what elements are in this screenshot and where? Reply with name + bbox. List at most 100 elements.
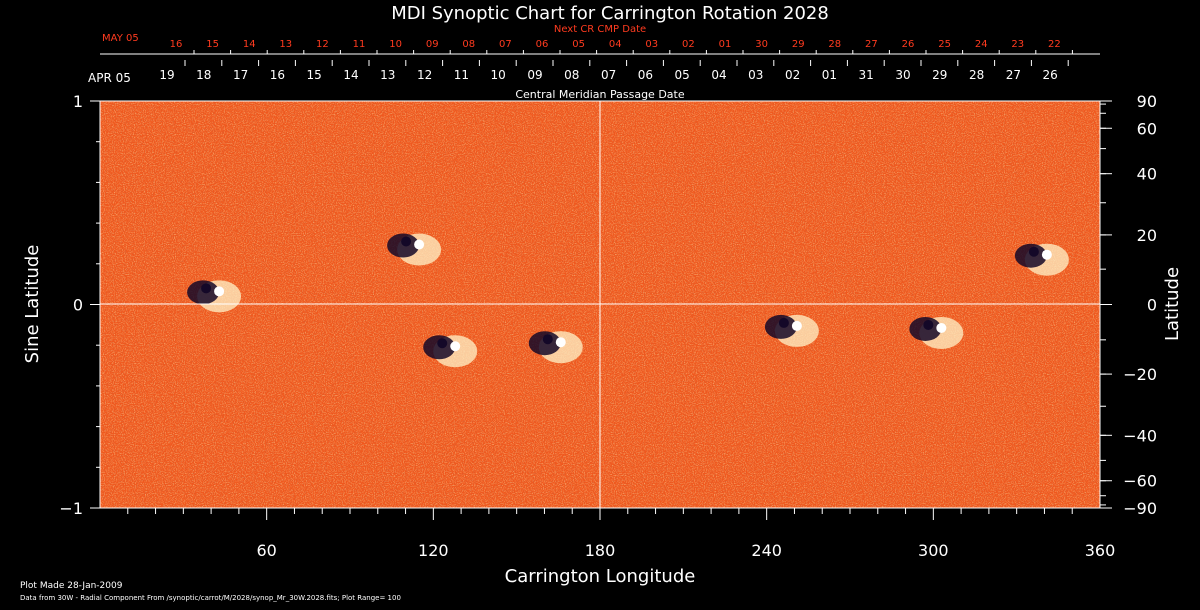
next-cr-date-label: 30	[755, 39, 768, 50]
x-tick-label: 300	[918, 541, 949, 560]
next-cr-date-label: 10	[389, 39, 402, 50]
cmp-date-label: 14	[343, 68, 358, 82]
x-tick-label: 120	[418, 541, 449, 560]
y-axis-right-label: Latitude	[1162, 267, 1183, 341]
cmp-date-label: 31	[859, 68, 874, 82]
cmp-date-label: 02	[785, 68, 800, 82]
cmp-date-label: 28	[969, 68, 984, 82]
cmp-axis-label: Central Meridian Passage Date	[515, 88, 684, 101]
active-region	[764, 314, 819, 347]
next-cr-date-label: 26	[902, 39, 915, 50]
plot-made-text: Plot Made 28-Jan-2009	[20, 581, 123, 591]
cmp-date-label: 13	[380, 68, 395, 82]
cmp-date-label: 11	[454, 68, 469, 82]
y-right-tick-label: −20	[1123, 365, 1157, 384]
next-cr-date-label: 24	[975, 39, 988, 50]
y-right-tick-label: −90	[1123, 499, 1157, 518]
positive-core	[555, 337, 566, 348]
chart-title: MDI Synoptic Chart for Carrington Rotati…	[391, 3, 829, 24]
next-cr-date-label: 14	[243, 39, 256, 50]
next-cr-date-label: 27	[865, 39, 878, 50]
next-cr-date-label: 11	[353, 39, 366, 50]
next-cr-date-label: 23	[1011, 39, 1024, 50]
next-cr-date-label: 28	[828, 39, 841, 50]
cmp-date-label: 30	[895, 68, 910, 82]
cmp-date-label: 07	[601, 68, 616, 82]
cmp-first-label: APR 05	[88, 71, 131, 85]
negative-polarity-patch	[387, 233, 420, 258]
next-cr-date-label: 13	[279, 39, 292, 50]
cmp-date-label: 09	[527, 68, 542, 82]
cmp-date-label: 27	[1006, 68, 1021, 82]
y-right-tick-label: 90	[1137, 92, 1157, 111]
x-tick-label: 60	[256, 541, 276, 560]
negative-core	[437, 338, 448, 349]
negative-core	[401, 236, 412, 247]
positive-core	[414, 239, 425, 250]
next-cr-date-label: 16	[170, 39, 183, 50]
next-cr-date-label: 03	[645, 39, 658, 50]
y-left-tick-label: −1	[59, 499, 83, 518]
y-right-tick-label: 40	[1137, 165, 1157, 184]
active-region	[909, 316, 964, 349]
next-cr-date-label: 09	[426, 39, 439, 50]
y-left-tick-label: 1	[73, 92, 83, 111]
cmp-date-label: 08	[564, 68, 579, 82]
negative-core	[923, 319, 934, 330]
x-tick-label: 360	[1085, 541, 1116, 560]
cmp-date-label: 29	[932, 68, 947, 82]
cmp-date-label: 03	[748, 68, 763, 82]
y-right-tick-label: −60	[1123, 472, 1157, 491]
cmp-date-label: 18	[196, 68, 211, 82]
next-cr-date-label: 08	[462, 39, 475, 50]
next-cr-date-axis: 16 15 14 13 12 11 10 09 08 07 06 05 04 03 02 01 30 29 28 27…	[170, 39, 1073, 54]
next-cr-date-label: 07	[499, 39, 512, 50]
active-region	[528, 331, 583, 364]
active-region	[423, 335, 478, 368]
next-cr-date-label: 15	[206, 39, 219, 50]
cmp-date-label: 26	[1043, 68, 1058, 82]
negative-core	[778, 317, 789, 328]
cmp-date-label: 01	[822, 68, 837, 82]
next-cr-date-label: 06	[536, 39, 549, 50]
negative-core	[201, 283, 212, 294]
x-tick-label: 240	[751, 541, 782, 560]
data-source-text: Data from 30W - Radial Component From /s…	[20, 594, 401, 602]
cmp-date-label: 04	[711, 68, 726, 82]
next-cr-date-label: 04	[609, 39, 622, 50]
y-axis-right: 90 60 40 20 0 −20 −40 −60 −90	[1100, 92, 1157, 518]
x-axis: 60 120 180 240 300 360	[127, 508, 1116, 560]
y-left-tick-label: 0	[73, 296, 83, 315]
next-cr-date-label: 05	[572, 39, 585, 50]
cmp-date-label: 05	[675, 68, 690, 82]
next-cr-date-label: 22	[1048, 39, 1061, 50]
negative-core	[1028, 246, 1039, 257]
next-cr-date-label: 12	[316, 39, 329, 50]
y-right-tick-label: 0	[1147, 296, 1157, 315]
y-right-tick-label: 60	[1137, 119, 1157, 138]
next-cr-date-label: 02	[682, 39, 695, 50]
y-axis-left: 1 0 −1	[59, 92, 100, 518]
cmp-date-label: 15	[307, 68, 322, 82]
cmp-date-axis: 19 18 17 16 15 14 13 12 11 10 09 08 07 06 05 04 03 02 01 31…	[159, 60, 1069, 82]
cmp-date-label: 10	[491, 68, 506, 82]
active-region	[1014, 243, 1069, 276]
cmp-date-label: 19	[159, 68, 174, 82]
positive-core	[791, 320, 802, 331]
cmp-date-label: 17	[233, 68, 248, 82]
next-cr-first-label: MAY 05	[102, 33, 139, 44]
x-axis-label: Carrington Longitude	[505, 566, 696, 587]
next-cr-axis-label: Next CR CMP Date	[554, 24, 646, 35]
cmp-date-label: 16	[270, 68, 285, 82]
positive-core	[1041, 249, 1052, 260]
negative-core	[542, 334, 553, 345]
cmp-date-label: 12	[417, 68, 432, 82]
active-region	[387, 233, 442, 266]
positive-core	[936, 322, 947, 333]
x-tick-label: 180	[585, 541, 616, 560]
next-cr-date-label: 01	[719, 39, 732, 50]
y-right-tick-label: −40	[1123, 426, 1157, 445]
y-right-tick-label: 20	[1137, 226, 1157, 245]
next-cr-date-label: 25	[938, 39, 951, 50]
